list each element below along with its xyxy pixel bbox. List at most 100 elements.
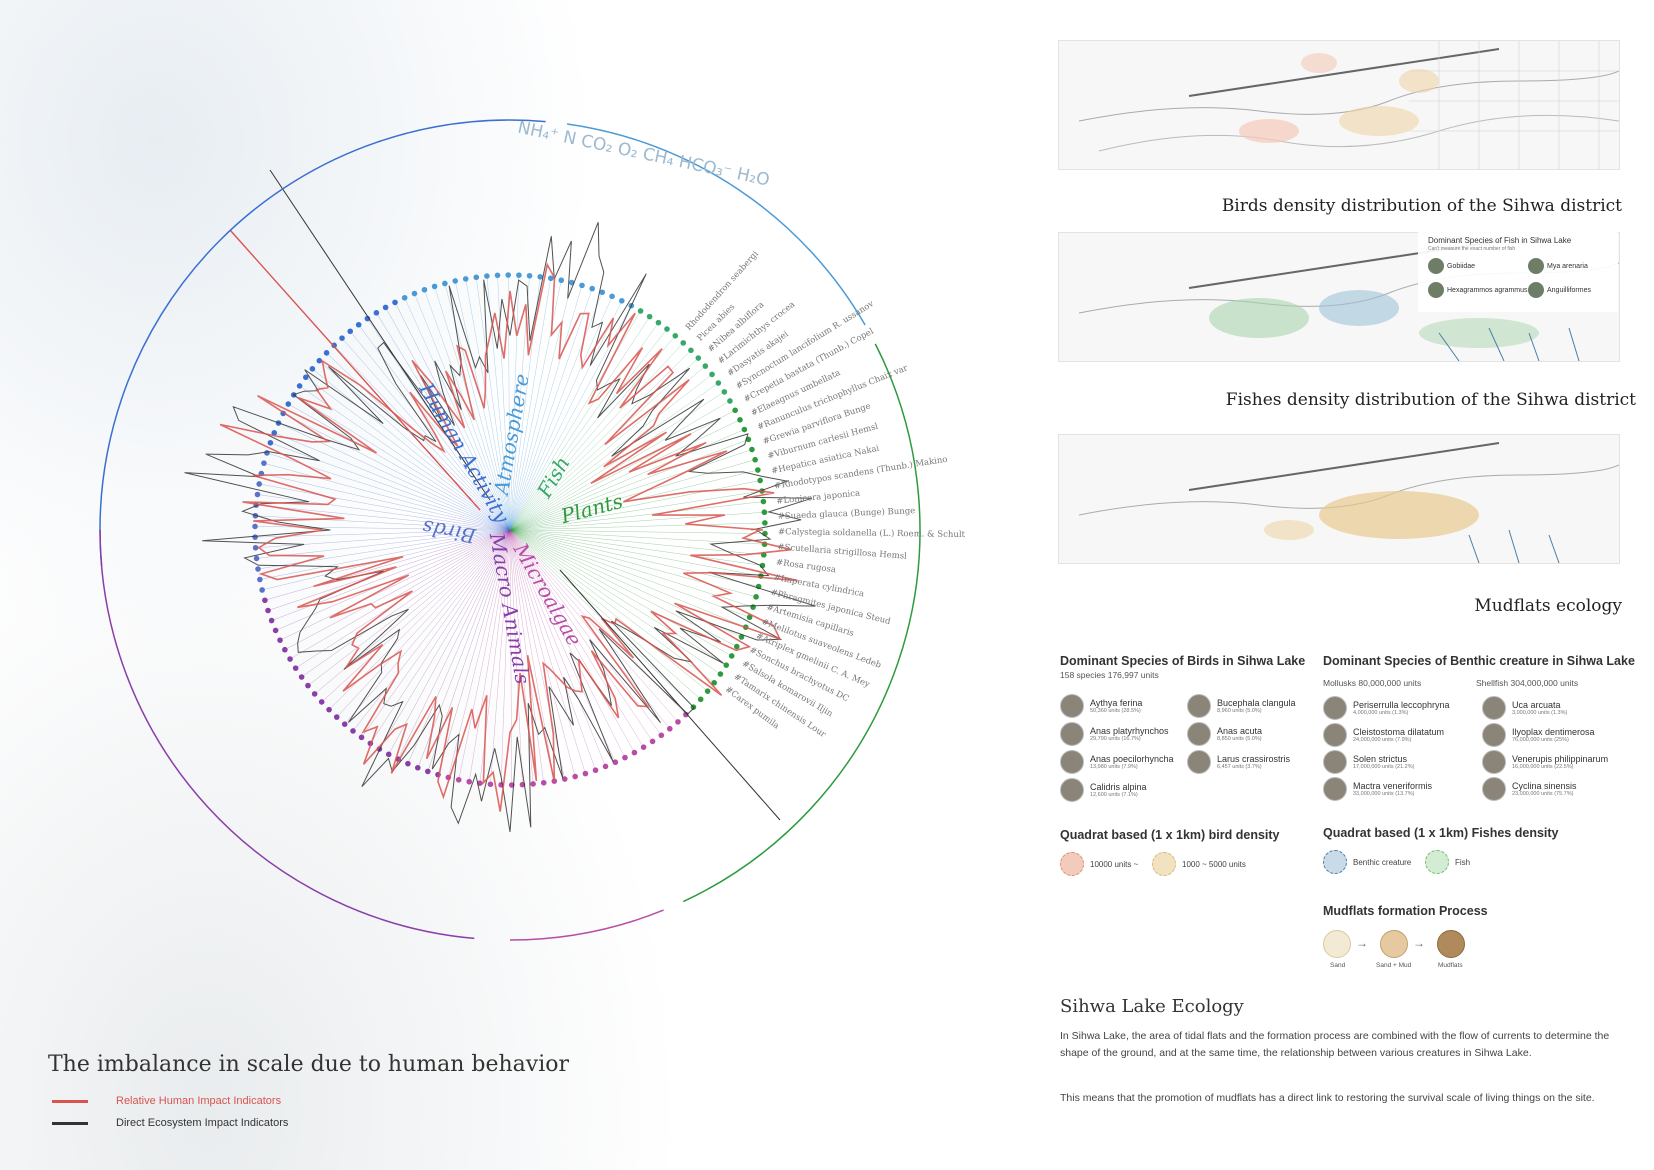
radial-spoke [424, 289, 511, 531]
radial-spoke [509, 410, 736, 531]
ring-dot [316, 357, 323, 364]
radial-spoke [427, 529, 511, 772]
radial-spoke [468, 529, 511, 782]
fish-species-name: Mya arenaria [1547, 262, 1588, 270]
benthic-photo [1323, 696, 1347, 720]
ring-dot [254, 491, 261, 498]
radial-spoke [255, 515, 511, 531]
radial-spoke [509, 529, 757, 598]
ring-dot [572, 773, 578, 780]
ring-dot [264, 450, 270, 456]
birds-density-map [1058, 40, 1620, 170]
ring-dot [414, 764, 421, 771]
ring-dot [339, 335, 345, 341]
fish-species-inset: Dominant Species of Fish in Sihwa Lake C… [1418, 232, 1618, 312]
radial-spoke [507, 275, 511, 531]
ring-dot [267, 439, 274, 446]
process-step-label: Mudflats [1438, 962, 1463, 969]
plant-species-label: #Suaeda glauca (Bunge) Bunge [777, 505, 915, 522]
radial-spoke [509, 529, 626, 758]
birds-map-caption: Birds density distribution of the Sihwa … [1221, 196, 1622, 216]
radial-spoke [293, 394, 511, 531]
radial-spoke [509, 419, 741, 531]
fish-species-item: Gobiidae [1428, 258, 1475, 274]
ring-dot [537, 273, 543, 280]
radial-spoke [509, 350, 692, 531]
ring-dot [599, 289, 606, 296]
ring-dot [358, 734, 365, 741]
category-arc [99, 119, 546, 566]
ring-dot [589, 285, 595, 292]
process-step-label: Sand [1330, 962, 1346, 969]
benthic-species-item: Venerupis philippinarum 16,000,000 units … [1482, 750, 1608, 774]
red-line-swatch [52, 1099, 88, 1103]
ring-dot [252, 534, 258, 540]
bird-name: Aythya ferina [1090, 698, 1143, 708]
fish-species-name: Gobiidae [1447, 262, 1476, 270]
radial-spoke [314, 529, 511, 695]
radial-spoke [509, 529, 635, 753]
radial-spoke [458, 529, 511, 780]
fish-species-item: Anguilliformes [1528, 282, 1591, 298]
ring-dot [326, 706, 332, 713]
fish-photo [1528, 282, 1544, 298]
benthic-photo [1482, 696, 1506, 720]
ring-dot [287, 656, 293, 662]
radial-spoke [509, 529, 555, 782]
radial-spoke [509, 292, 603, 531]
radial-spoke [509, 278, 552, 531]
radial-spoke [509, 374, 713, 531]
radial-spoke [264, 529, 511, 601]
radial-spoke [321, 529, 511, 703]
category-label: Birds [420, 515, 478, 548]
radial-spoke [509, 529, 566, 780]
process-step-label: Sand + Mud [1376, 962, 1412, 969]
ring-dot [680, 340, 687, 346]
radial-spoke [274, 432, 511, 531]
benthic-density-item: Benthic creature [1323, 850, 1411, 874]
radial-spoke [261, 473, 511, 531]
radial-spoke [388, 529, 511, 755]
bird-photo [1187, 722, 1211, 746]
mudflats-swatch [1437, 930, 1465, 958]
radial-spoke [509, 529, 708, 692]
fish-species-name: Hexagrammos agrammus [1447, 286, 1528, 294]
radial-spoke [358, 324, 511, 531]
bird-photo [1060, 722, 1084, 746]
radial-spoke [486, 276, 511, 531]
ring-dot [672, 333, 679, 339]
ring-dot [442, 280, 448, 287]
plant-species-label: #Lonicera japonica [776, 488, 861, 506]
benthic-photo [1482, 723, 1506, 747]
benthic-count: 24,000,000 units (7.9%) [1353, 737, 1412, 743]
radial-spoke [509, 365, 706, 531]
ring-dot [347, 328, 354, 335]
benthic-count: 33,000,000 units (13.7%) [1353, 791, 1415, 797]
ring-dot [277, 637, 283, 643]
ring-dot [579, 282, 585, 289]
bird-species-item: Larus crassirostris 6,457 units (3.7%) [1187, 750, 1290, 774]
ring-dot [350, 728, 356, 734]
impact-indicator-lines [184, 169, 816, 832]
ring-dot [702, 363, 709, 369]
radial-spoke [404, 297, 511, 531]
ring-dot [715, 380, 722, 386]
ring-dot [646, 313, 653, 320]
ring-dot [675, 719, 681, 725]
radial-spoke [284, 529, 511, 650]
ring-dot [487, 781, 494, 788]
radial-spoke [289, 529, 511, 660]
radial-spoke [509, 529, 732, 657]
ring-dot [298, 674, 305, 680]
radial-spoke [509, 529, 653, 742]
radial-spoke [509, 429, 745, 531]
left-background [0, 0, 1040, 1170]
ring-dot [494, 272, 501, 279]
benthic-species-item: Uca arcuata 3,000,000 units (1.3%) [1482, 696, 1567, 720]
fish-photo [1528, 258, 1544, 274]
fish-species-name: Anguilliformes [1547, 286, 1591, 294]
ring-dot [749, 446, 755, 453]
radial-spoke [370, 529, 511, 744]
radial-spoke [509, 529, 596, 771]
ring-dot [285, 401, 292, 407]
